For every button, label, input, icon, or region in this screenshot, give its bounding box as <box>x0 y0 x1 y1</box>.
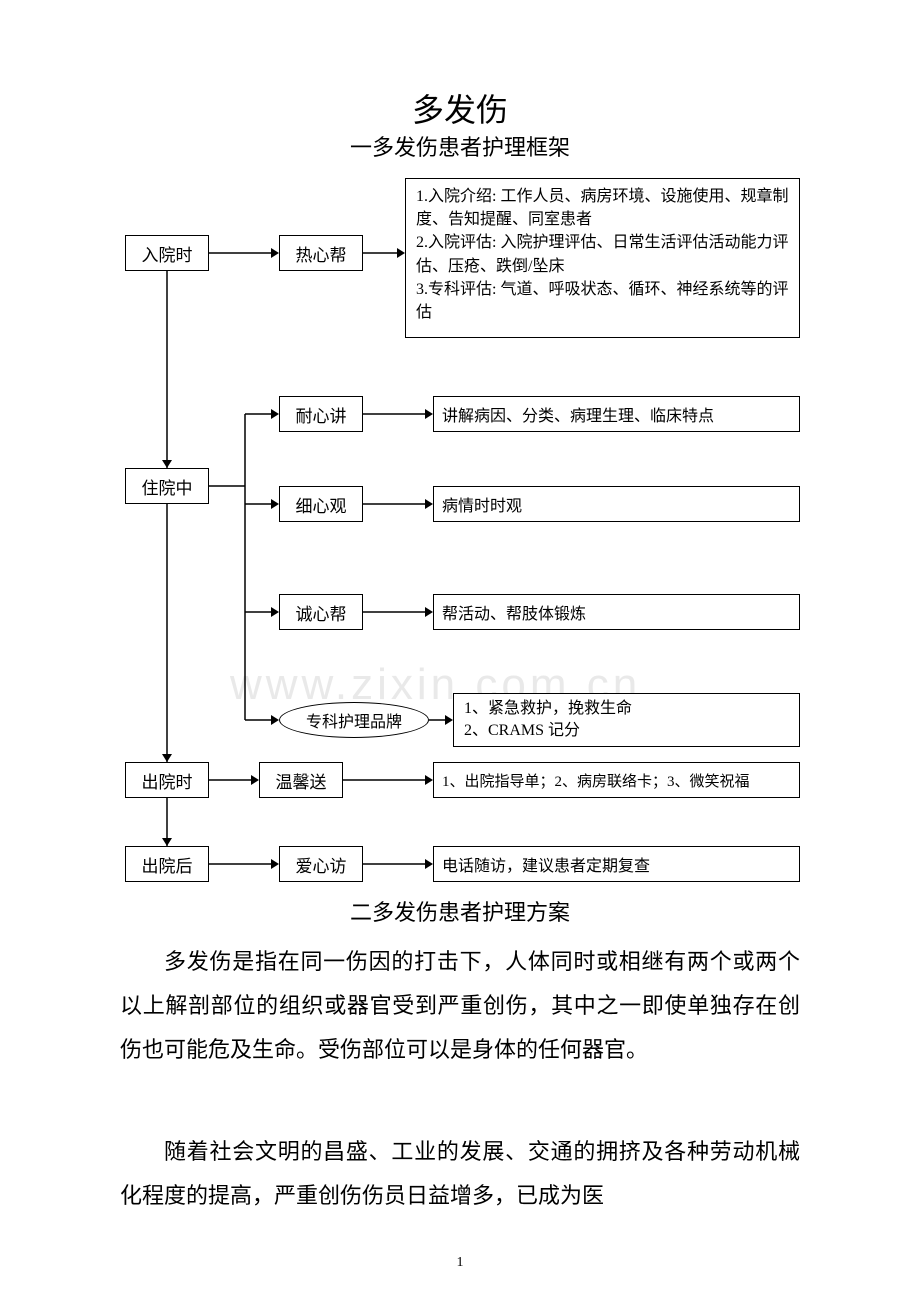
step-naixin: 耐心讲 <box>279 396 363 432</box>
step-zhuanke: 专科护理品牌 <box>279 702 429 738</box>
detail-wenxin: 1、出院指导单；2、病房联络卡；3、微笑祝福 <box>433 762 800 798</box>
connector <box>209 486 245 487</box>
step-rexin: 热心帮 <box>279 235 363 271</box>
paragraph-1: 多发伤是指在同一伤因的打击下，人体同时或相继有两个或两个以上解剖部位的组织或器官… <box>120 940 800 1072</box>
arrow <box>363 864 433 865</box>
doc-subtitle: 一多发伤患者护理框架 <box>0 130 920 162</box>
stage-discharge: 出院时 <box>125 762 209 798</box>
doc-heading2: 二多发伤患者护理方案 <box>0 895 920 927</box>
arrow <box>363 612 433 613</box>
arrow <box>245 612 279 613</box>
arrow <box>209 864 279 865</box>
page-number: 1 <box>0 1255 920 1271</box>
arrow <box>363 504 433 505</box>
stage-admission: 入院时 <box>125 235 209 271</box>
branch-spine <box>245 414 246 720</box>
stage-hospitalized: 住院中 <box>125 468 209 504</box>
detail-xixin: 病情时时观 <box>433 486 800 522</box>
paragraph-2: 随着社会文明的昌盛、工业的发展、交通的拥挤及各种劳动机械化程度的提高，严重创伤伤… <box>120 1130 800 1218</box>
stage-after: 出院后 <box>125 846 209 882</box>
arrow <box>209 780 259 781</box>
detail-admission: 1.入院介绍: 工作人员、病房环境、设施使用、规章制度、告知提醒、同室患者 2.… <box>405 178 800 338</box>
detail-naixin: 讲解病因、分类、病理生理、临床特点 <box>433 396 800 432</box>
document-page: 多发伤 一多发伤患者护理框架 www.zixin.com.cn 入院时 热心帮 … <box>0 0 920 1302</box>
arrow <box>245 720 279 721</box>
arrow <box>363 253 405 254</box>
detail-aixin: 电话随访，建议患者定期复查 <box>433 846 800 882</box>
arrow <box>343 780 433 781</box>
arrow <box>429 720 453 721</box>
step-wenxin: 温馨送 <box>259 762 343 798</box>
arrow <box>245 504 279 505</box>
arrow <box>363 414 433 415</box>
arrow <box>209 253 279 254</box>
detail-chengxin: 帮活动、帮肢体锻炼 <box>433 594 800 630</box>
step-xixin: 细心观 <box>279 486 363 522</box>
arrow <box>245 414 279 415</box>
detail-zhuanke: 1、紧急救护，挽救生命 2、CRAMS 记分 <box>453 693 800 747</box>
doc-title: 多发伤 <box>0 85 920 131</box>
step-aixin: 爱心访 <box>279 846 363 882</box>
step-chengxin: 诚心帮 <box>279 594 363 630</box>
